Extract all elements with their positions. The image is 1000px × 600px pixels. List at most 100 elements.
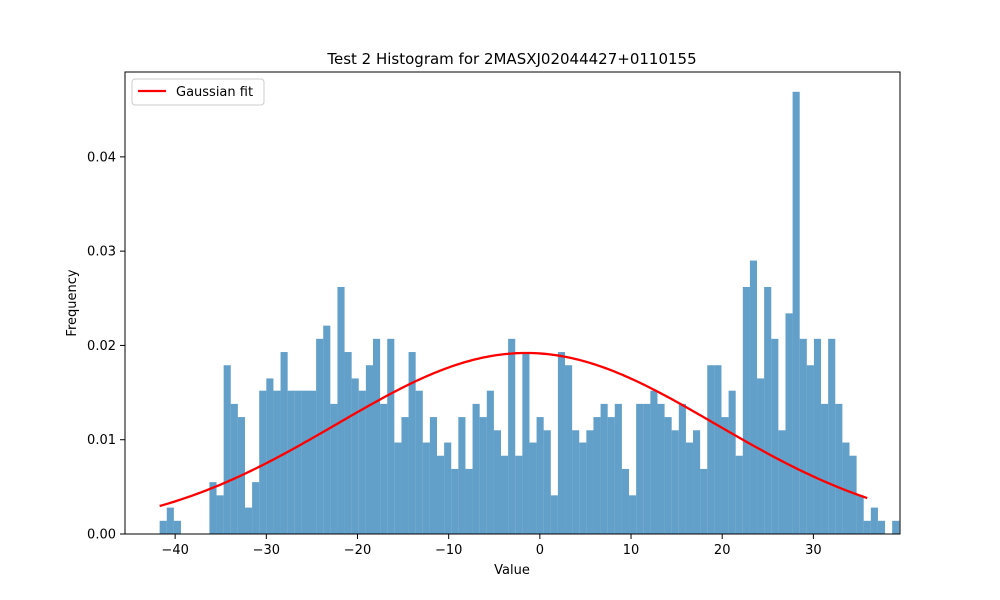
histogram-bar xyxy=(714,365,722,534)
histogram-bar xyxy=(159,520,167,534)
histogram-bar xyxy=(429,417,437,534)
histogram-bar xyxy=(813,338,822,534)
y-tick-label: 0.02 xyxy=(87,339,116,354)
histogram-bar xyxy=(721,417,729,534)
histogram-bar xyxy=(394,442,402,534)
histogram-bar xyxy=(472,403,480,534)
histogram-bar xyxy=(728,390,736,534)
histogram-bar xyxy=(842,442,850,534)
gaussian-fit-line xyxy=(159,351,868,508)
histogram-bar xyxy=(166,507,174,534)
histogram-bar xyxy=(451,468,459,534)
legend-box xyxy=(131,78,265,106)
histogram-bar xyxy=(849,455,857,534)
histogram-bar xyxy=(408,352,416,534)
histogram-bar xyxy=(486,390,494,534)
histogram-bar xyxy=(856,495,864,534)
histogram-bar xyxy=(792,91,800,535)
histogram-bar xyxy=(266,378,274,534)
histogram-bar xyxy=(515,455,523,534)
histogram-bar xyxy=(259,390,267,534)
histogram-bar xyxy=(650,390,658,534)
histogram-bar xyxy=(742,286,750,534)
histogram-bar xyxy=(607,417,615,534)
histogram-bar xyxy=(508,338,516,534)
histogram-bar xyxy=(877,520,886,534)
histogram-bar xyxy=(308,390,317,534)
histogram-bar xyxy=(230,403,238,534)
histogram-bar xyxy=(280,352,288,534)
histogram-bar xyxy=(565,365,573,534)
histogram-bar xyxy=(351,378,359,534)
histogram-bar xyxy=(771,338,779,534)
histogram-bar xyxy=(209,482,217,534)
histogram-bar xyxy=(757,378,765,534)
y-tick-label: 0.03 xyxy=(87,245,116,260)
x-axis-ticks: −40 −30 −20 −10 0 10 20 30 xyxy=(161,534,822,558)
histogram-bar xyxy=(678,403,686,534)
histogram-bar xyxy=(870,507,878,534)
histogram-bar xyxy=(223,365,231,534)
histogram-bar xyxy=(579,442,587,534)
histogram-bar xyxy=(287,390,295,534)
histogram-bar xyxy=(173,520,181,534)
histogram-bar xyxy=(330,403,338,534)
histogram-bar xyxy=(365,365,373,534)
histogram-bar xyxy=(764,286,772,534)
histogram-bar xyxy=(493,430,502,534)
histogram-bar xyxy=(501,455,509,534)
x-tick-label: −10 xyxy=(435,543,462,558)
histogram-bar xyxy=(785,313,793,534)
histogram-bar xyxy=(273,390,281,534)
histogram-bar xyxy=(749,260,758,534)
x-tick-label: 30 xyxy=(805,543,822,558)
histogram-bar xyxy=(707,365,715,534)
histogram-bar xyxy=(892,520,900,534)
histogram-bar xyxy=(643,403,651,534)
x-tick-label: −40 xyxy=(161,543,188,558)
plot-frame xyxy=(124,71,901,535)
histogram-bar xyxy=(244,507,253,534)
histogram-bar xyxy=(465,468,473,534)
x-tick-label: 0 xyxy=(536,543,544,558)
histogram-bar xyxy=(572,430,580,534)
legend: Gaussian fit xyxy=(131,78,265,106)
histogram-bars xyxy=(159,91,900,535)
histogram-bar xyxy=(337,286,345,534)
histogram-bar xyxy=(415,390,423,534)
x-tick-label: 20 xyxy=(714,543,731,558)
histogram-bar xyxy=(636,403,644,534)
histogram-bar xyxy=(671,430,679,534)
chart-title: Test 2 Histogram for 2MASXJ02044427+0110… xyxy=(326,50,696,68)
histogram-bar xyxy=(294,390,302,534)
histogram-bar xyxy=(835,403,843,534)
histogram-bar xyxy=(614,403,622,534)
histogram-bar xyxy=(600,403,608,534)
y-tick-label: 0.01 xyxy=(87,433,116,448)
histogram-bar xyxy=(380,403,388,534)
histogram-bar xyxy=(529,442,537,534)
histogram-bar xyxy=(557,352,566,534)
y-tick-label: 0.00 xyxy=(87,528,116,543)
histogram-bar xyxy=(316,338,324,534)
histogram-bar xyxy=(344,352,352,534)
y-axis-label: Frequency xyxy=(65,269,80,336)
histogram-bar xyxy=(806,365,814,534)
histogram-bar xyxy=(458,417,466,534)
histogram-bar xyxy=(301,390,309,534)
histogram-bar xyxy=(536,417,544,534)
x-tick-label: −30 xyxy=(253,543,280,558)
histogram-bar xyxy=(444,442,452,534)
x-axis-label: Value xyxy=(494,563,530,578)
histogram-bar xyxy=(401,417,409,534)
legend-label-gaussian-fit: Gaussian fit xyxy=(176,85,253,100)
histogram-bar xyxy=(778,430,786,534)
y-tick-label: 0.04 xyxy=(87,150,116,165)
histogram-bar xyxy=(664,417,672,534)
histogram-bar xyxy=(799,338,807,534)
histogram-bar xyxy=(479,417,487,534)
y-axis-ticks: 0.00 0.01 0.02 0.03 0.04 xyxy=(87,150,125,543)
histogram-bar xyxy=(387,338,395,534)
x-tick-label: 10 xyxy=(623,543,640,558)
